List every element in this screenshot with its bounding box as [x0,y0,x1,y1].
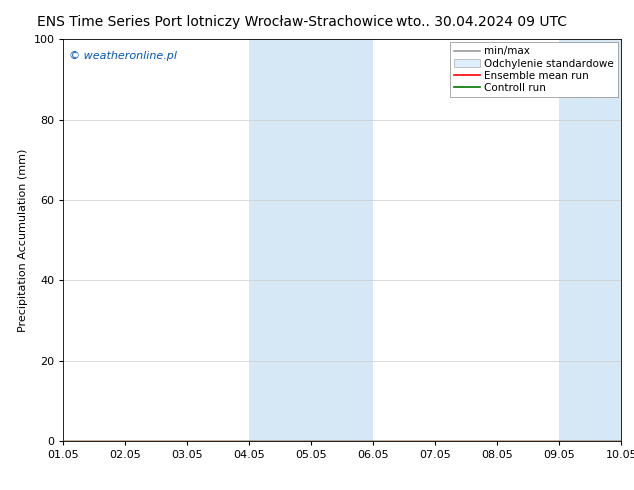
Text: wto.. 30.04.2024 09 UTC: wto.. 30.04.2024 09 UTC [396,15,567,29]
Text: © weatheronline.pl: © weatheronline.pl [69,51,177,61]
Bar [249,39,311,441]
Bar [559,39,621,441]
Text: ENS Time Series Port lotniczy Wrocław-Strachowice: ENS Time Series Port lotniczy Wrocław-St… [37,15,394,29]
Legend: min/max, Odchylenie standardowe, Ensemble mean run, Controll run: min/max, Odchylenie standardowe, Ensembl… [450,42,618,97]
Bar [311,39,373,441]
Y-axis label: Precipitation Accumulation (mm): Precipitation Accumulation (mm) [18,148,28,332]
